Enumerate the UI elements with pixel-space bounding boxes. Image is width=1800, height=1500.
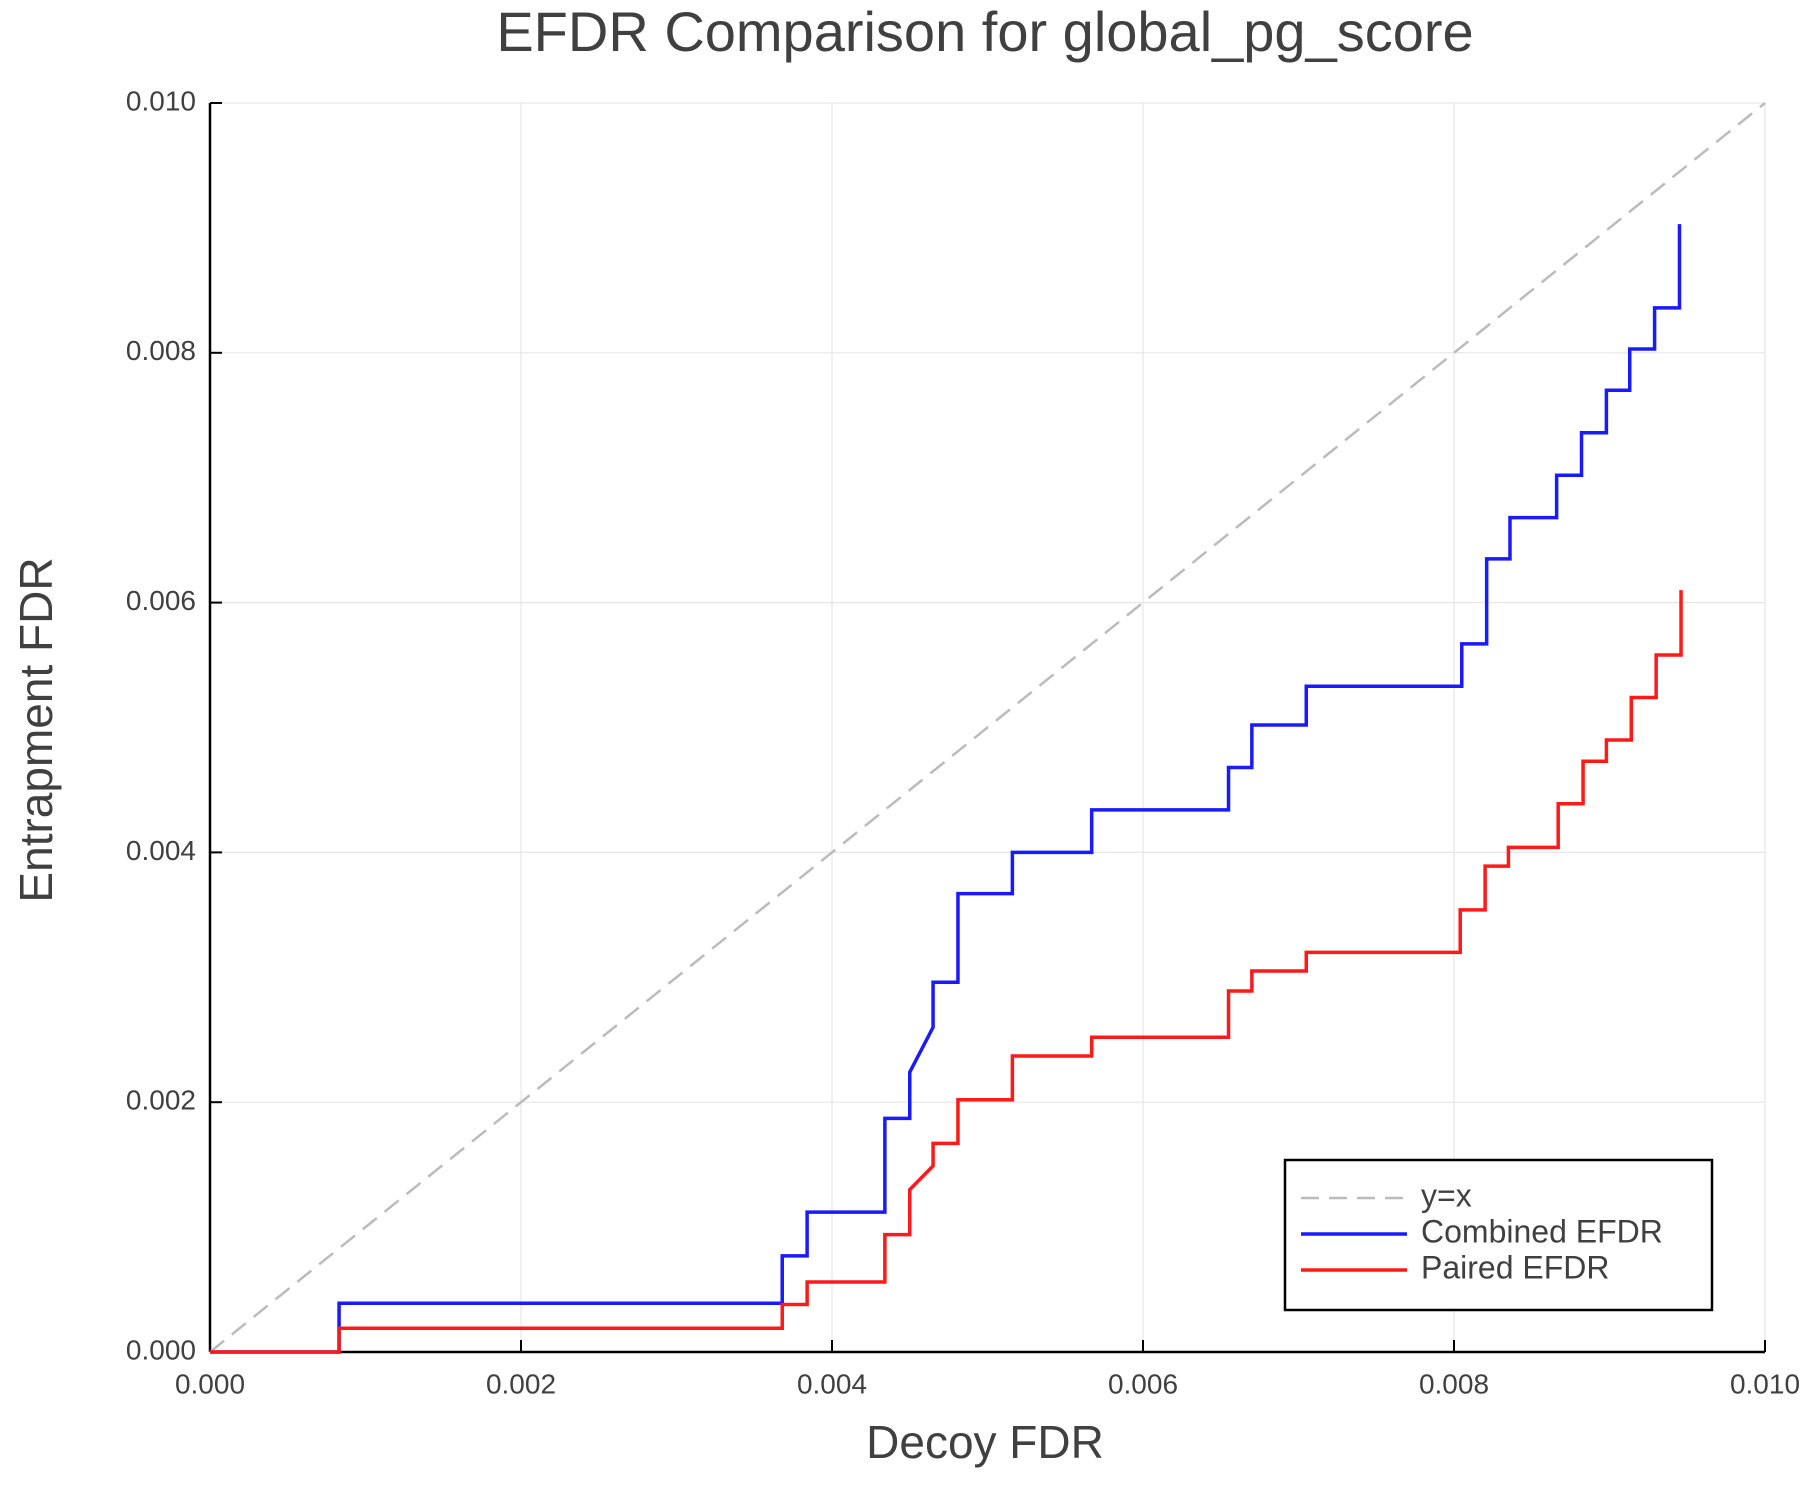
y-tick-label: 0.008 [126, 335, 196, 366]
y-tick-label: 0.006 [126, 585, 196, 616]
series-line [209, 102, 1766, 1353]
legend-label: Combined EFDR [1421, 1213, 1663, 1249]
y-tick-label: 0.010 [126, 85, 196, 116]
x-tick-label: 0.004 [797, 1368, 867, 1399]
x-tick-label: 0.002 [486, 1368, 556, 1399]
legend-label: y=x [1421, 1177, 1472, 1213]
y-axis-label: Entrapment FDR [10, 557, 62, 902]
chart-title: EFDR Comparison for global_pg_score [496, 0, 1473, 63]
y-tick-label: 0.004 [126, 835, 196, 866]
x-tick-label: 0.010 [1730, 1368, 1800, 1399]
x-tick-label: 0.008 [1419, 1368, 1489, 1399]
y-tick-label: 0.002 [126, 1085, 196, 1116]
x-tick-label: 0.006 [1108, 1368, 1178, 1399]
series-line [210, 224, 1682, 1354]
x-axis-label: Decoy FDR [866, 1416, 1104, 1468]
legend-label: Paired EFDR [1421, 1249, 1610, 1285]
x-tick-label: 0.000 [175, 1368, 245, 1399]
series-line [210, 590, 1683, 1354]
y-tick-label: 0.000 [126, 1334, 196, 1365]
